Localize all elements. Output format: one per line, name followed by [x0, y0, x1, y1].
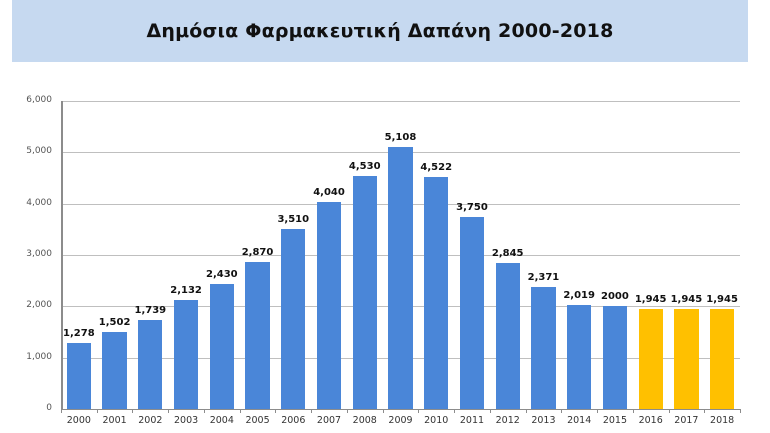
bar-2014 [567, 305, 592, 409]
x-tick [740, 409, 741, 413]
x-tick-label: 2002 [138, 415, 163, 426]
value-label: 1,945 [706, 294, 738, 306]
bar-2003 [173, 299, 199, 409]
y-tick-label: 5,000 [26, 146, 52, 157]
title-banner: Δημόσια Φαρμακευτική Δαπάνη 2000-2018 [12, 0, 748, 62]
value-label: 4,040 [313, 186, 345, 198]
x-tick-label: 2005 [245, 415, 270, 426]
value-label: 4,522 [420, 161, 453, 173]
x-tick [132, 409, 134, 413]
x-tick-label: 2001 [102, 415, 127, 426]
bar-2011 [459, 216, 485, 409]
x-tick-label: 2000 [66, 415, 91, 426]
value-label: 5,108 [384, 131, 417, 143]
bar-2012 [495, 262, 520, 409]
x-tick [489, 409, 491, 413]
gridline [61, 101, 740, 102]
x-tick [418, 409, 420, 413]
x-tick [346, 409, 348, 413]
chart-title: Δημόσια Φαρμακευτική Δαπάνη 2000-2018 [146, 20, 614, 42]
x-tick-label: 2007 [316, 415, 342, 426]
x-tick [239, 409, 241, 413]
x-tick [597, 409, 599, 413]
bar-2000 [66, 343, 91, 409]
x-tick-label: 2010 [424, 415, 449, 426]
value-label: 1,945 [634, 294, 667, 306]
x-tick [382, 409, 384, 413]
value-label: 2,132 [170, 284, 202, 296]
value-label: 2000 [600, 291, 629, 303]
bar-2002 [138, 319, 163, 409]
x-tick [203, 409, 205, 413]
value-label: 1,278 [63, 328, 95, 340]
x-tick-label: 2008 [352, 415, 377, 426]
x-tick-label: 2012 [495, 415, 520, 426]
plot-area: 1,278 1,502 1,739 2,132 2,430 2,870 3,510 4,040… [61, 101, 740, 409]
x-tick [168, 409, 170, 413]
value-label: 1,945 [670, 294, 703, 306]
bar-2009 [388, 146, 413, 409]
x-tick [525, 409, 527, 413]
bar-2007 [316, 201, 342, 409]
value-label: 1,502 [98, 316, 131, 328]
value-label: 4,530 [348, 161, 381, 173]
bar-2017 [674, 309, 699, 409]
value-label: 2,019 [563, 290, 595, 302]
x-tick-label: 2004 [209, 415, 234, 426]
value-label: 1,739 [134, 304, 167, 316]
x-tick [61, 409, 62, 413]
x-tick-label: 2006 [281, 415, 306, 426]
bar-2013 [531, 287, 556, 409]
x-tick-label: 2014 [567, 415, 592, 426]
x-tick-label: 2018 [710, 415, 735, 426]
x-tick-label: 2017 [674, 415, 699, 426]
value-label: 3,510 [277, 213, 310, 225]
x-tick-label: 2015 [602, 415, 627, 426]
value-label: 2,371 [527, 272, 560, 284]
bar-2005 [245, 261, 270, 409]
bar-2018 [709, 309, 735, 409]
x-axis-line [61, 409, 740, 410]
x-tick-label: 2009 [388, 415, 413, 426]
y-axis-line [61, 101, 63, 410]
value-label: 2,870 [241, 246, 274, 258]
bar-2010 [424, 176, 449, 409]
x-tick-label: 2013 [531, 415, 556, 426]
bar-2004 [209, 284, 234, 409]
bar-2016 [638, 309, 663, 409]
x-tick [454, 409, 456, 413]
y-tick-label: 6,000 [26, 95, 52, 105]
x-tick [311, 409, 313, 413]
x-tick [632, 409, 634, 413]
y-tick-label: 0 [46, 403, 52, 413]
x-tick-label: 2016 [638, 415, 663, 426]
x-tick [704, 409, 706, 413]
x-tick [275, 409, 277, 413]
y-tick-label: 1,000 [26, 351, 52, 362]
bar-2015 [602, 306, 628, 409]
value-label: 2,430 [205, 269, 238, 281]
x-tick-label: 2011 [459, 415, 485, 426]
x-tick-label: 2003 [173, 415, 199, 426]
bar-2008 [352, 176, 377, 409]
y-tick-label: 2,000 [26, 300, 52, 311]
bar-2006 [281, 228, 306, 409]
x-tick [668, 409, 670, 413]
value-label: 3,750 [456, 201, 488, 213]
bar-2001 [102, 331, 127, 409]
y-tick-label: 4,000 [26, 197, 52, 208]
y-tick-label: 3,000 [26, 249, 52, 259]
x-tick [561, 409, 563, 413]
value-label: 2,845 [491, 247, 524, 259]
x-tick [96, 409, 98, 413]
